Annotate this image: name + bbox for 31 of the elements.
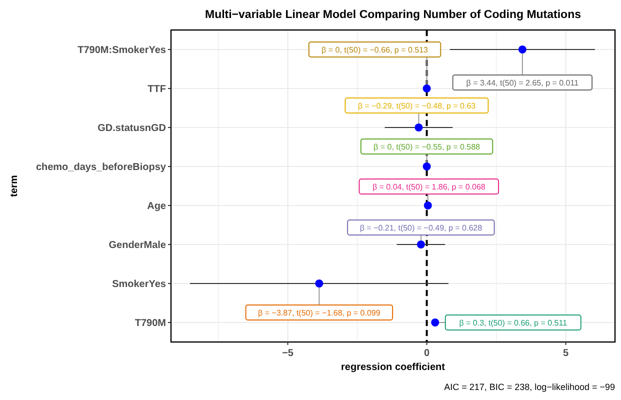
point [422, 84, 431, 92]
y-tick-label: T790M [134, 318, 166, 329]
text: AIC = 217, BIC = 238, log−likelihood = −99 [444, 382, 615, 392]
annotation: β = −0.21, t(50) = −0.49, p = 0.628 [360, 224, 483, 232]
y-tick-label: TTF [148, 84, 166, 95]
annotation: β = 0, t(50) = −0.55, p = 0.588 [374, 142, 481, 152]
chart-title: Multi−variable Linear Model Comparing Number of Coding Mutations [204, 9, 582, 21]
annotation: β = 0.04, t(50) = 1.86, p = 0.068 [372, 182, 486, 192]
y-tick-label: GenderMale [108, 240, 166, 251]
x-tick-label: 0 [424, 348, 430, 359]
annotation: β = 3.44, t(50) = 2.65, p = 0.011 [466, 78, 580, 88]
annotation: β = 0, t(50) = −0.66, p = 0.513 [322, 46, 429, 54]
y-tick-label: SmokerYes [112, 279, 166, 290]
point [518, 46, 526, 54]
y-tick-label: chemo_days_beforeBiopsy [36, 162, 166, 173]
y-tick-label: Age [147, 201, 166, 212]
point [424, 202, 432, 210]
x-tick-label: −5 [282, 348, 294, 359]
annotation: β = 0.3, t(50) = 0.66, p = 0.511 [459, 318, 568, 328]
point [414, 124, 423, 132]
x-axis-title: regression coefficient [341, 362, 446, 373]
point [422, 162, 431, 170]
x-tick-label: 5 [563, 348, 570, 359]
y-axis-title: term [9, 175, 20, 197]
point [431, 318, 440, 326]
annotation: β = −0.29, t(50) = −0.48, p = 0.63 [358, 102, 476, 110]
point [315, 280, 324, 288]
y-tick-label: T790M:SmokerYes [78, 45, 166, 56]
y-tick-label: GD.statusnGD [98, 123, 166, 134]
point [416, 240, 425, 248]
annotation: β = −3.87, t(50) = −1.68, p = 0.099 [258, 308, 381, 318]
